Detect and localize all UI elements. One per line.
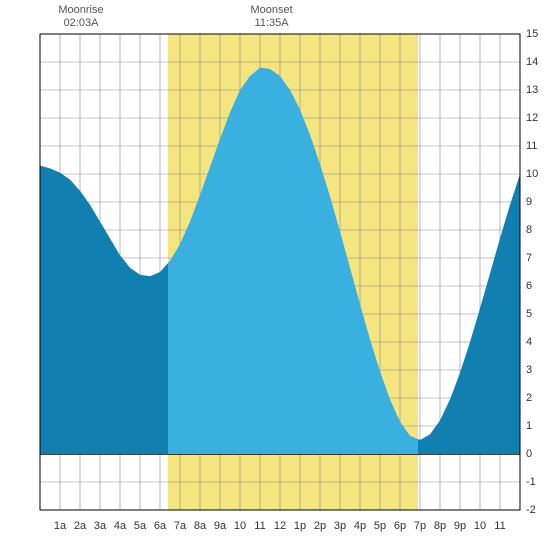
y-tick-label: -1 xyxy=(526,476,536,488)
x-tick-label: 4a xyxy=(114,520,126,532)
x-tick-label: 2a xyxy=(74,520,86,532)
x-tick-label: 8p xyxy=(434,520,446,532)
y-tick-label: 2 xyxy=(526,392,532,404)
chart-svg xyxy=(0,0,550,550)
x-tick-label: 7a xyxy=(174,520,186,532)
moonset-label-value: 11:35A xyxy=(250,17,292,30)
x-tick-label: 7p xyxy=(414,520,426,532)
y-tick-label: -2 xyxy=(526,504,536,516)
x-tick-label: 1a xyxy=(54,520,66,532)
x-tick-label: 10 xyxy=(474,520,486,532)
moonset-label: Moonset11:35A xyxy=(250,4,292,30)
y-tick-label: 9 xyxy=(526,196,532,208)
x-tick-label: 5a xyxy=(134,520,146,532)
y-tick-label: 7 xyxy=(526,252,532,264)
x-tick-label: 10 xyxy=(234,520,246,532)
y-tick-label: 14 xyxy=(526,56,538,68)
y-tick-label: 12 xyxy=(526,112,538,124)
y-tick-label: 13 xyxy=(526,84,538,96)
x-tick-label: 11 xyxy=(254,520,265,532)
x-tick-label: 12 xyxy=(274,520,286,532)
y-tick-label: 6 xyxy=(526,280,532,292)
x-tick-label: 2p xyxy=(314,520,326,532)
y-tick-label: 10 xyxy=(526,168,538,180)
moonrise-label-title: Moonrise xyxy=(58,4,103,17)
y-tick-label: 3 xyxy=(526,364,532,376)
moonrise-label-value: 02:03A xyxy=(58,17,103,30)
moonrise-label: Moonrise02:03A xyxy=(58,4,103,30)
x-tick-label: 8a xyxy=(194,520,206,532)
x-tick-label: 6a xyxy=(154,520,166,532)
x-tick-label: 1p xyxy=(294,520,306,532)
y-tick-label: 0 xyxy=(526,448,532,460)
moonset-label-title: Moonset xyxy=(250,4,292,17)
x-tick-label: 9p xyxy=(454,520,466,532)
y-tick-label: 11 xyxy=(526,140,537,152)
tide-chart: { "chart": { "type": "area", "width": 55… xyxy=(0,0,550,550)
y-tick-label: 15 xyxy=(526,28,538,40)
x-tick-label: 3p xyxy=(334,520,346,532)
x-tick-label: 5p xyxy=(374,520,386,532)
x-tick-label: 11 xyxy=(494,520,505,532)
y-tick-label: 1 xyxy=(526,420,532,432)
x-tick-label: 6p xyxy=(394,520,406,532)
y-tick-label: 8 xyxy=(526,224,532,236)
x-tick-label: 4p xyxy=(354,520,366,532)
y-tick-label: 4 xyxy=(526,336,532,348)
y-tick-label: 5 xyxy=(526,308,532,320)
x-tick-label: 3a xyxy=(94,520,106,532)
x-tick-label: 9a xyxy=(214,520,226,532)
